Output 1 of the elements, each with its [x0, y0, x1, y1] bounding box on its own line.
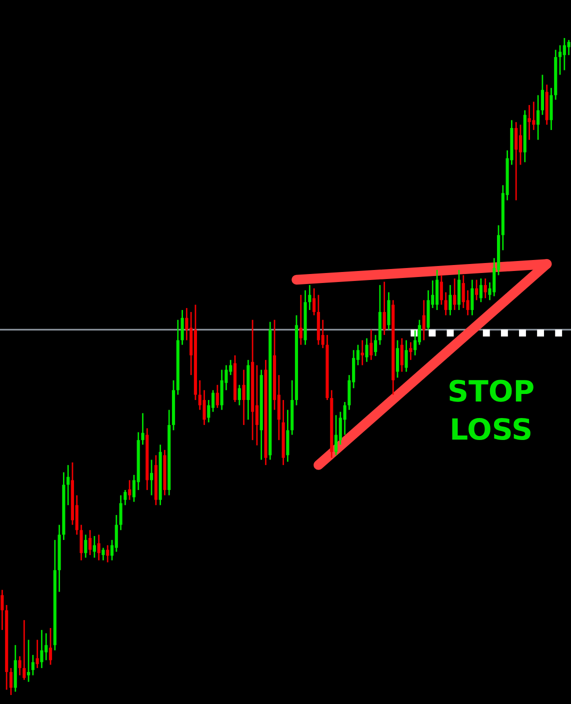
annotation: STOP LOSS	[450, 380, 534, 440]
